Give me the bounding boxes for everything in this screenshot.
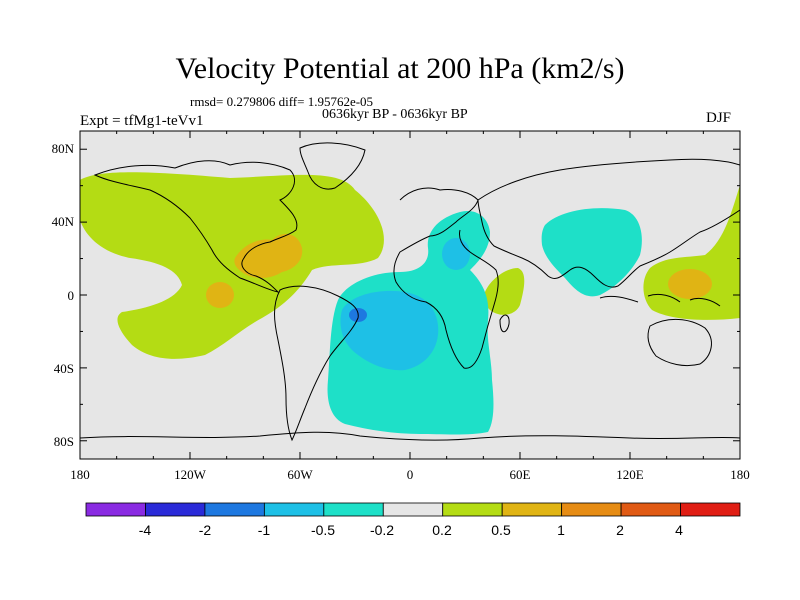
coastline-greenland [299, 142, 366, 190]
coastline-antarctica [80, 431, 740, 441]
lon-tick-label: 0 [407, 467, 414, 482]
contour-positive-maritime-continent [668, 269, 712, 299]
coastline-south-america [274, 285, 359, 442]
lat-tick-label: 0 [68, 288, 75, 303]
colorbar-label: 4 [675, 522, 683, 538]
coastline-maritime-continent [599, 293, 721, 307]
coastline-madagascar [499, 314, 510, 333]
colorbar-box [382, 502, 444, 517]
axis-ticks [79, 131, 741, 459]
colorbar-label: 0.2 [432, 522, 452, 538]
lon-tick-label: 60E [510, 467, 531, 482]
colorbar-box [263, 502, 325, 517]
colorbar-box [145, 502, 206, 517]
lat-tick-label: 40N [52, 214, 75, 229]
colorbar-labels: -4 -2 -1 -0.5 -0.2 0.2 0.5 1 2 4 [139, 522, 683, 538]
coastline-europe-africa [393, 187, 499, 369]
season-label: DJF [706, 110, 732, 126]
colorbar-label: 0.5 [491, 522, 511, 538]
contour-positive-west-pacific [643, 185, 740, 320]
plot-title: Velocity Potential at 200 hPa (km2/s) [175, 52, 625, 85]
contour-negative-east-africa [442, 238, 470, 270]
contour-positive-caribbean [234, 233, 303, 278]
latitude-axis: 80N 40N 0 40S 80S [52, 141, 75, 449]
coastline-australia [647, 319, 712, 367]
lon-tick-label: 120W [174, 467, 207, 482]
lon-tick-label: 180 [730, 467, 750, 482]
contour-positive-atlantic-pacific [80, 172, 384, 359]
contour-positive-east-pacific [206, 282, 234, 308]
coastlines [80, 142, 740, 442]
colorbar-box [501, 502, 563, 517]
colorbar-box [323, 502, 384, 517]
lon-tick-label: 60W [287, 467, 313, 482]
contour-positive-indian-ocean [483, 268, 525, 315]
colorbar-label: -4 [139, 522, 152, 538]
colorbar-box [680, 502, 741, 517]
coastline-north-america [93, 160, 298, 293]
longitude-axis: 180 120W 60W 0 60E 120E 180 [70, 467, 750, 482]
colorbar-label: 2 [616, 522, 624, 538]
colorbar-label: 1 [557, 522, 565, 538]
colorbar-label: -0.5 [311, 522, 335, 538]
lon-tick-label: 120E [616, 467, 644, 482]
colorbar-label: -0.2 [370, 522, 394, 538]
colorbar: -4 -2 -1 -0.5 -0.2 0.2 0.5 1 2 4 [85, 502, 741, 538]
period-subtitle: 0636kyr BP - 0636kyr BP [322, 107, 468, 122]
colorbar-box [204, 502, 265, 517]
lat-tick-label: 80S [54, 434, 74, 449]
colorbar-label: -1 [258, 522, 271, 538]
rmsd-diff-stats: rmsd= 0.279806 diff= 1.95762e-05 [190, 94, 374, 109]
lon-tick-label: 180 [70, 467, 90, 482]
lat-tick-label: 40S [54, 361, 74, 376]
experiment-label: Expt = tfMg1-teVv1 [80, 113, 204, 129]
contour-fills [80, 172, 740, 435]
coastline-asia [477, 158, 740, 288]
colorbar-boxes [85, 502, 741, 517]
colorbar-box [442, 502, 503, 517]
colorbar-label: -2 [199, 522, 212, 538]
colorbar-box [620, 502, 681, 517]
contour-negative-asia [541, 208, 642, 297]
colorbar-box [85, 502, 146, 517]
lat-tick-label: 80N [52, 141, 75, 156]
colorbar-box [561, 502, 622, 517]
